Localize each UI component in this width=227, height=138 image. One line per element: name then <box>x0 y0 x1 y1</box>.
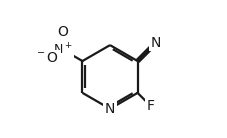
Text: $^-$O: $^-$O <box>34 51 59 65</box>
Text: N: N <box>104 102 115 116</box>
Text: N: N <box>150 36 160 50</box>
Text: O: O <box>57 25 68 39</box>
Text: N$^+$: N$^+$ <box>53 42 72 57</box>
Text: F: F <box>146 99 154 113</box>
